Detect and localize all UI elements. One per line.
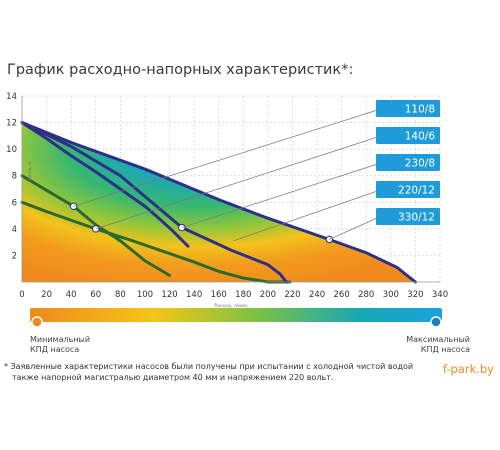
max-efficiency-marker (430, 316, 442, 328)
x-tick-label: 20 (41, 290, 52, 300)
x-tick-label: 260 (334, 290, 350, 300)
curve-140-6 (20, 174, 172, 277)
callout-box (376, 208, 440, 225)
pump-curves (20, 121, 417, 284)
x-tick-label: 300 (383, 290, 399, 300)
x-tick-label: 320 (407, 290, 423, 300)
chart-title: График расходно-напорных характеристик*: (7, 62, 354, 78)
x-tick-label: 120 (161, 290, 177, 300)
y-tick-label: 14 (6, 92, 17, 102)
callout-label: 230/8 (405, 158, 435, 170)
x-tick-label: 140 (186, 290, 202, 300)
y-tick-label: 8 (12, 172, 17, 182)
x-tick-label: 80 (115, 290, 126, 300)
efficiency-bar (30, 308, 442, 328)
y-tick-label: 2 (12, 251, 17, 261)
callout-leader (73, 110, 377, 207)
callout-leader (329, 218, 377, 240)
y-axis-label: Напор, м (27, 161, 33, 182)
x-axis-label: Расход, л/мин (215, 303, 248, 309)
x-tick-label: 60 (90, 290, 101, 300)
callout-label: 220/12 (398, 185, 435, 197)
callout-label: 140/6 (405, 131, 436, 143)
curve-220-12 (20, 121, 288, 284)
y-tick-label: 4 (12, 225, 17, 235)
footnote: * Заявленные характеристики насосов были… (4, 362, 414, 382)
x-tick-label: 100 (137, 290, 153, 300)
callout-label: 110/8 (405, 104, 435, 116)
min-efficiency-label: Минимальный КПД насоса (30, 335, 91, 354)
curve-330-12 (20, 121, 417, 284)
callout-leader (181, 164, 377, 228)
callout-box (376, 154, 440, 171)
y-tick-label: 6 (12, 198, 17, 208)
x-tick-label: 220 (284, 290, 300, 300)
callout-box (376, 127, 440, 144)
max-efficiency-label: Максимальный КПД насоса (406, 335, 470, 354)
x-tick-label: 200 (260, 290, 276, 300)
callout-leader (95, 137, 377, 230)
y-tick-label: 10 (6, 145, 17, 155)
curve-callouts: 110/8 140/6 230/8 220/12 330/12 (73, 100, 440, 242)
curve-230-8 (20, 200, 292, 284)
x-tick-label: 160 (211, 290, 227, 300)
min-efficiency-marker (31, 316, 43, 328)
x-tick-label: 340 (432, 290, 448, 300)
curve-110-8 (20, 121, 190, 248)
callout-leader (233, 191, 377, 242)
callout-box (376, 100, 440, 117)
x-tick-label: 280 (358, 290, 374, 300)
x-tick-label: 240 (309, 290, 325, 300)
x-tick-label: 40 (66, 290, 77, 300)
callout-box (376, 181, 440, 198)
x-tick-label: 180 (235, 290, 251, 300)
callout-label: 330/12 (398, 212, 435, 224)
x-tick-label: 0 (19, 290, 24, 300)
y-tick-label: 12 (6, 119, 17, 129)
operating-point-330-12 (325, 235, 334, 244)
chart-axes: 0 20 40 60 80 100 120 140 160 180 200 220 240 260 280 3… (6, 92, 448, 309)
brand-watermark: f-park.by (442, 362, 494, 376)
